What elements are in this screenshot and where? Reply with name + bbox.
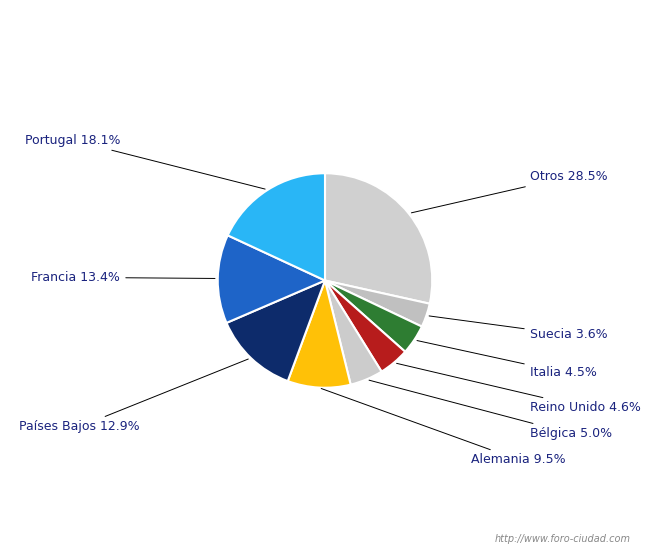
Text: Suecia 3.6%: Suecia 3.6% bbox=[429, 316, 607, 341]
Wedge shape bbox=[226, 280, 325, 381]
Wedge shape bbox=[325, 280, 405, 372]
Text: Italia 4.5%: Italia 4.5% bbox=[417, 340, 597, 379]
Text: Países Bajos 12.9%: Países Bajos 12.9% bbox=[19, 359, 248, 433]
Text: Reino Unido 4.6%: Reino Unido 4.6% bbox=[396, 364, 641, 414]
Wedge shape bbox=[325, 280, 422, 352]
Wedge shape bbox=[218, 235, 325, 323]
Wedge shape bbox=[325, 280, 382, 384]
Text: Bélgica 5.0%: Bélgica 5.0% bbox=[369, 380, 612, 440]
Wedge shape bbox=[227, 173, 325, 280]
Text: Otros 28.5%: Otros 28.5% bbox=[411, 170, 607, 213]
Text: http://www.foro-ciudad.com: http://www.foro-ciudad.com bbox=[495, 535, 630, 544]
Text: Alemania 9.5%: Alemania 9.5% bbox=[321, 388, 566, 466]
Wedge shape bbox=[325, 280, 430, 327]
Text: Trujillo - Turistas extranjeros según país - Octubre de 2024: Trujillo - Turistas extranjeros según pa… bbox=[111, 14, 540, 30]
Wedge shape bbox=[288, 280, 350, 388]
Wedge shape bbox=[325, 173, 432, 304]
Text: Francia 13.4%: Francia 13.4% bbox=[31, 271, 215, 284]
Text: Portugal 18.1%: Portugal 18.1% bbox=[25, 134, 265, 189]
